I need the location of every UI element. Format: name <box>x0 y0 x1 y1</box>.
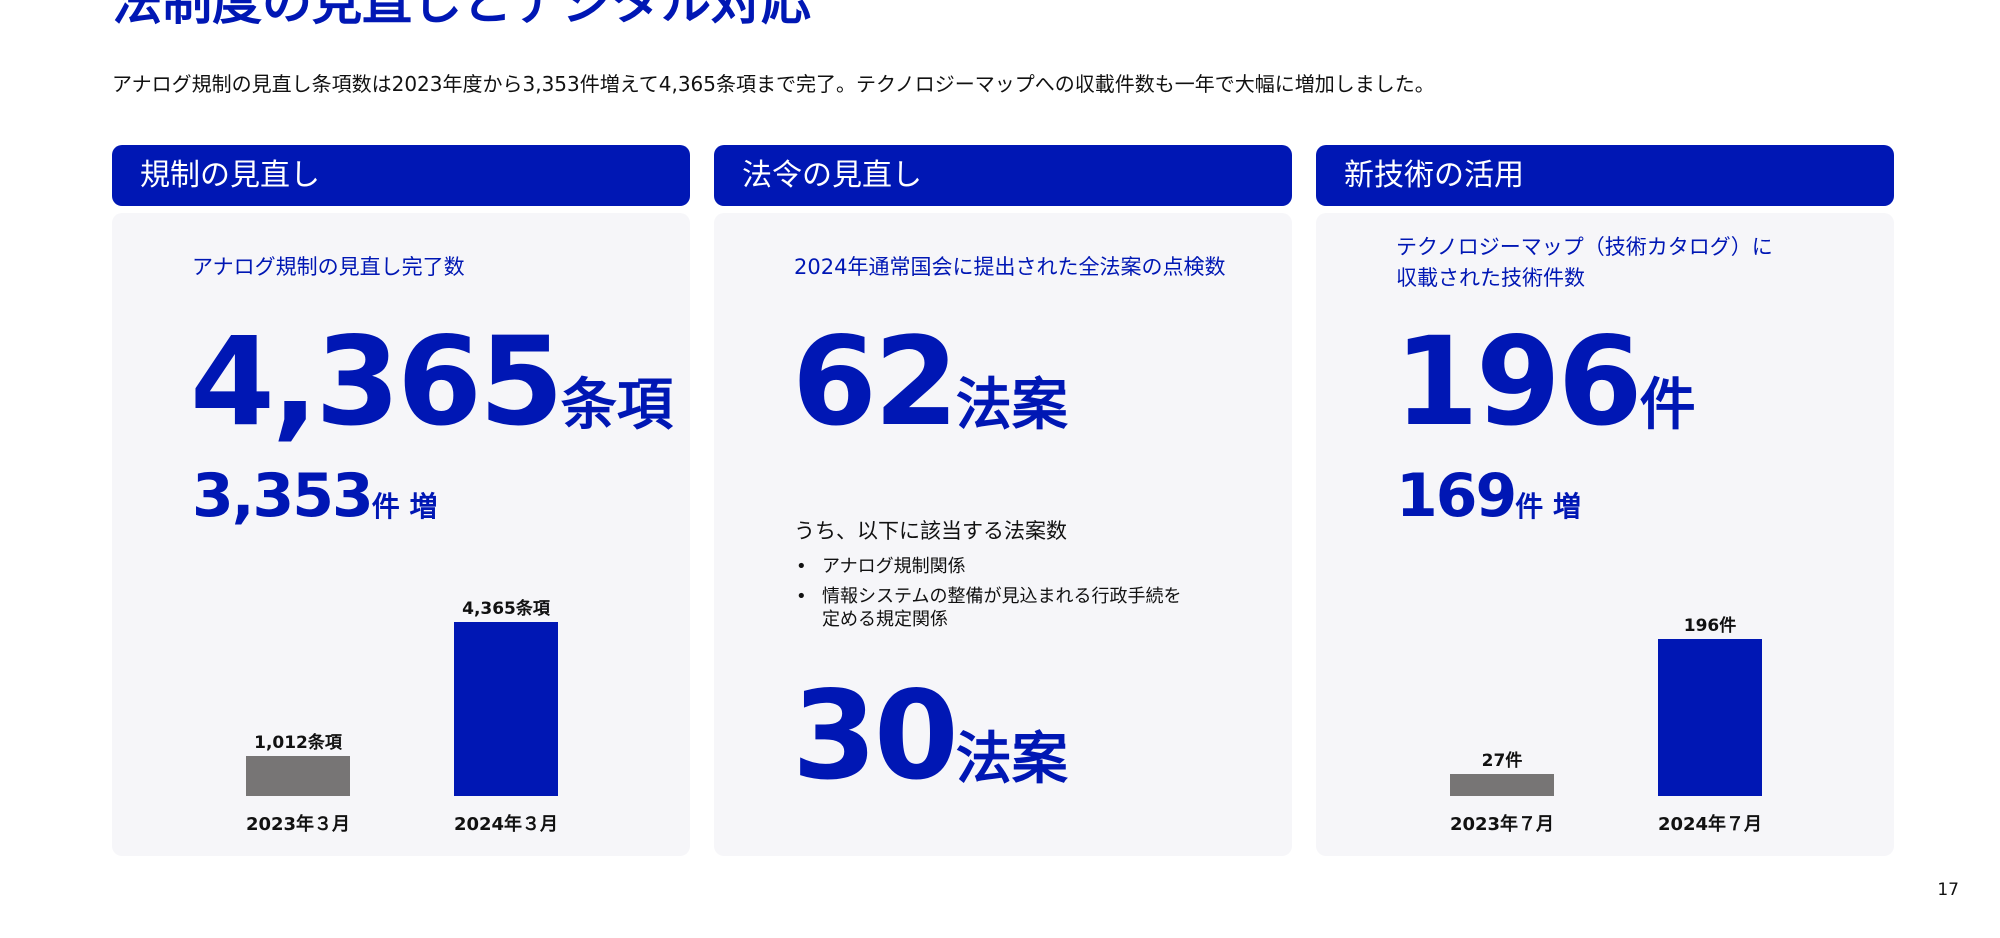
chart-bar <box>454 622 558 796</box>
chart-bar <box>1658 639 1762 796</box>
metric-number: 4,365 <box>190 311 564 453</box>
sub-heading: うち、以下に該当する法案数 <box>794 519 1067 543</box>
panel-header-technology: 新技術の活用 <box>1316 145 1894 206</box>
panel-header-laws: 法令の見直し <box>714 145 1292 206</box>
metric-number-2: 30 <box>792 665 959 807</box>
panel-regulation: アナログ規制の見直し完了数 4,365条項 3,353件 増 1,012条項 20… <box>112 213 690 856</box>
chart-bar <box>246 756 350 796</box>
metric-value-2: 30法案 <box>792 665 1068 807</box>
axis-tick-label: 2024年７月 <box>1657 814 1763 835</box>
axis-tick-label: 2023年７月 <box>1449 814 1555 835</box>
list-item: アナログ規制関係 <box>794 555 1214 578</box>
metric-delta: 169件 増 <box>1396 461 1581 531</box>
bullet-list: アナログ規制関係 情報システムの整備が見込まれる行政手続を 定める規定関係 <box>794 555 1214 638</box>
panel-laws: 2024年通常国会に提出された全法案の点検数 62法案 うち、以下に該当する法案… <box>714 213 1292 856</box>
delta-unit: 件 増 <box>371 490 438 523</box>
axis-tick-label: 2023年３月 <box>245 814 351 835</box>
delta-unit: 件 増 <box>1515 490 1581 523</box>
bar-data-label: 4,365条項 <box>462 599 550 619</box>
metric-delta: 3,353件 増 <box>192 461 438 531</box>
metric-number: 196 <box>1394 311 1643 453</box>
metric-unit-2: 法案 <box>955 727 1068 792</box>
page-title: 法制度の見直しとデジタル対応 <box>112 0 811 31</box>
bar-data-label: 27件 <box>1481 751 1523 771</box>
metric-unit: 件 <box>1639 373 1696 438</box>
delta-number: 169 <box>1396 461 1517 531</box>
metric-label: 2024年通常国会に提出された全法案の点検数 <box>794 255 1226 279</box>
metric-label: テクノロジーマップ（技術カタログ）に 収載された技術件数 <box>1396 235 1773 290</box>
bar-data-label: 1,012条項 <box>254 733 342 753</box>
metric-value: 4,365条項 <box>190 311 673 453</box>
axis-tick-label: 2024年３月 <box>453 814 559 835</box>
list-item: 情報システムの整備が見込まれる行政手続を 定める規定関係 <box>794 585 1214 631</box>
page-subtitle: アナログ規制の見直し条項数は2023年度から3,353件増えて4,365条項まで… <box>112 72 1435 96</box>
metric-value: 196件 <box>1394 311 1696 453</box>
page-number: 17 <box>1937 880 1959 900</box>
bar-data-label: 196件 <box>1683 616 1737 636</box>
metric-unit: 法案 <box>955 373 1068 438</box>
metric-value: 62法案 <box>792 311 1068 453</box>
delta-number: 3,353 <box>192 461 374 531</box>
chart-bar <box>1450 774 1554 796</box>
panel-technology: テクノロジーマップ（技術カタログ）に 収載された技術件数 196件 169件 増… <box>1316 213 1894 856</box>
panel-header-regulation: 規制の見直し <box>112 145 690 206</box>
metric-label: アナログ規制の見直し完了数 <box>192 255 465 279</box>
metric-number: 62 <box>792 311 959 453</box>
metric-unit: 条項 <box>560 373 673 438</box>
